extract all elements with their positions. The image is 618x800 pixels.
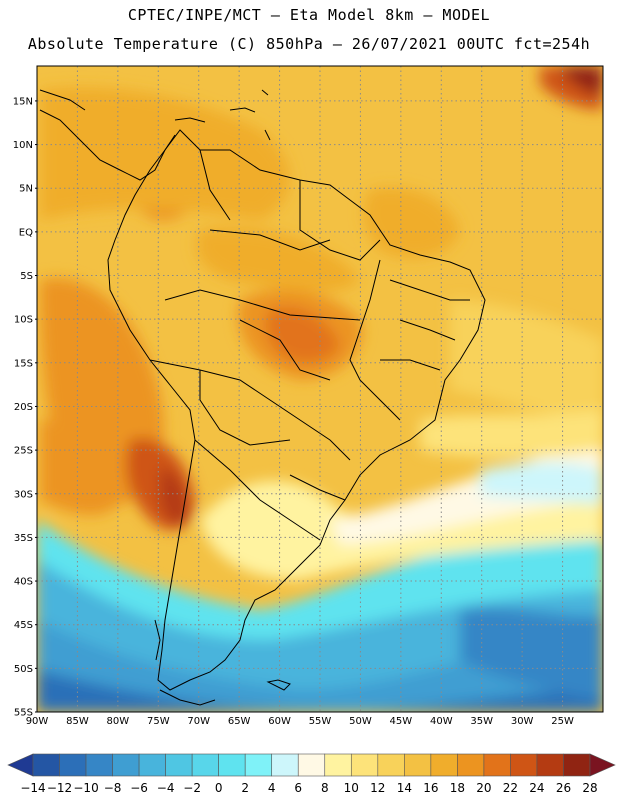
colorbar-box — [32, 753, 60, 777]
colorbar-tick-label: −4 — [157, 781, 175, 795]
chart-title-line1: CPTEC/INPE/MCT – Eta Model 8km – MODEL — [127, 6, 491, 24]
lon-label: 90W — [26, 716, 49, 727]
colorbar-box — [377, 753, 405, 777]
lat-label: 40S — [14, 577, 33, 588]
lon-label: 40W — [430, 716, 453, 727]
colorbar-box — [404, 753, 432, 777]
lat-label: 50S — [14, 664, 33, 675]
colorbar-box — [536, 753, 564, 777]
lon-label: 60W — [268, 716, 291, 727]
lat-label: 25S — [14, 446, 33, 457]
lat-label: 15N — [13, 96, 33, 107]
colorbar-tick-label: 12 — [370, 781, 385, 795]
colorbar-tick-label: −10 — [73, 781, 98, 795]
colorbar — [7, 753, 616, 777]
colorbar-box — [457, 753, 485, 777]
colorbar-tick-label: 6 — [294, 781, 302, 795]
colorbar-tick-label: −6 — [130, 781, 148, 795]
colorbar-box — [59, 753, 87, 777]
colorbar-tick-label: 18 — [450, 781, 465, 795]
colorbar-tick-label: 10 — [344, 781, 359, 795]
temperature-field — [37, 66, 603, 712]
lon-label: 30W — [511, 716, 534, 727]
colorbar-tick-label: −14 — [20, 781, 45, 795]
lat-label: 5N — [19, 184, 33, 195]
colorbar-box — [191, 753, 219, 777]
lon-label: 45W — [390, 716, 413, 727]
coastlines — [39, 89, 486, 706]
colorbar-tick-label: 20 — [476, 781, 491, 795]
colorbar-tick-label: −2 — [183, 781, 201, 795]
lat-label: 30S — [14, 489, 33, 500]
longitude-labels: 90W 85W 80W 75W 70W 65W 60W 55W 50W 45W 40W 35W 30W 2… — [26, 716, 574, 727]
colorbar-tick-label: 14 — [397, 781, 412, 795]
lon-label: 75W — [147, 716, 170, 727]
lat-label: 5S — [20, 271, 33, 282]
colorbar-box — [244, 753, 273, 777]
lat-label: 20S — [14, 402, 33, 413]
colorbar-tick-label: 24 — [529, 781, 544, 795]
latitude-labels: 15N 10N 5N EQ 5S 10S 15S 20S 25S 30S 35S 40S 45S 50S 5… — [13, 96, 37, 719]
colorbar-tick-label: −8 — [104, 781, 122, 795]
colorbar-box — [430, 753, 458, 777]
colorbar-box — [563, 753, 591, 777]
colorbar-tick-label: 28 — [582, 781, 597, 795]
lon-label: 80W — [107, 716, 130, 727]
lat-label: 35S — [14, 533, 33, 544]
colorbar-box — [112, 753, 140, 777]
chart-title-line2: Absolute Temperature (C) 850hPa – 26/07/… — [27, 35, 591, 53]
map-frame — [36, 65, 604, 713]
colorbar-tick-label: 26 — [556, 781, 571, 795]
lon-label: 65W — [228, 716, 251, 727]
colorbar-tick-label: 22 — [503, 781, 518, 795]
lat-label: 15S — [14, 358, 33, 369]
colorbar-box — [297, 753, 326, 777]
colorbar-tick-label: 4 — [268, 781, 276, 795]
colorbar-tick-label: 2 — [241, 781, 249, 795]
lon-label: 85W — [66, 716, 89, 727]
lon-label: 50W — [349, 716, 372, 727]
colorbar-tick-label: 16 — [423, 781, 438, 795]
colorbar-box — [271, 753, 299, 777]
lat-label: 55S — [14, 708, 33, 719]
colorbar-tick-label: 0 — [215, 781, 223, 795]
colorbar-box — [324, 753, 352, 777]
colorbar-box — [350, 753, 379, 777]
lon-label: 35W — [470, 716, 493, 727]
colorbar-tick-label: −12 — [47, 781, 72, 795]
lat-label: 45S — [14, 620, 33, 631]
lat-label: 10S — [14, 315, 33, 326]
colorbar-box — [138, 753, 166, 777]
colorbar-arrow-left — [7, 753, 34, 777]
lat-label: 10N — [13, 140, 33, 151]
colorbar-labels: −14 −12 −10 −8 −6 −4 −2 0 2 4 6 8 10 12 14 16 18 20 22 24 26… — [20, 781, 597, 795]
lon-label: 55W — [309, 716, 332, 727]
colorbar-box — [165, 753, 193, 777]
lat-label: EQ — [19, 227, 33, 238]
lon-label: 25W — [551, 716, 574, 727]
colorbar-tick-label: 8 — [321, 781, 329, 795]
colorbar-box — [218, 753, 246, 777]
colorbar-box — [483, 753, 511, 777]
colorbar-box — [510, 753, 538, 777]
lon-label: 70W — [187, 716, 210, 727]
colorbar-box — [85, 753, 113, 777]
colorbar-arrow-right — [589, 753, 616, 777]
